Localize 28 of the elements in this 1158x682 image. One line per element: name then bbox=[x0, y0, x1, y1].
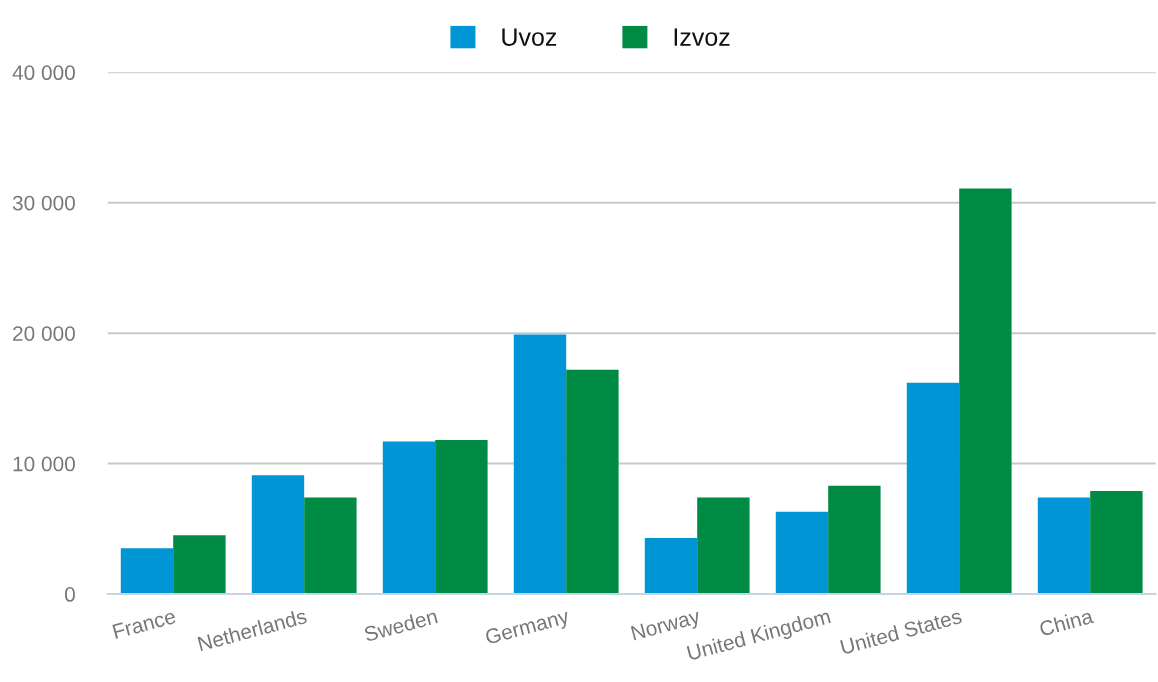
y-tick-label: 40 000 bbox=[12, 65, 75, 81]
bar bbox=[513, 334, 567, 595]
y-tick-label: 10 000 bbox=[13, 456, 75, 472]
y-tick-label: 0 bbox=[64, 587, 75, 602]
bar bbox=[1037, 497, 1091, 595]
bar bbox=[304, 497, 357, 595]
x-tick-label: Sweden bbox=[363, 608, 438, 642]
bar bbox=[435, 440, 488, 595]
x-tick-label: France bbox=[112, 608, 177, 640]
bar bbox=[697, 497, 750, 595]
bar bbox=[251, 475, 305, 595]
x-tick-label: United States bbox=[839, 608, 963, 655]
bar bbox=[959, 188, 1012, 595]
x-tick-label: Germany bbox=[484, 608, 572, 649]
bar bbox=[828, 485, 881, 595]
bar bbox=[775, 511, 829, 595]
legend-label: Izvoz bbox=[674, 28, 730, 46]
bar bbox=[906, 382, 960, 595]
y-tick-label: 20 000 bbox=[13, 326, 75, 341]
bar bbox=[382, 441, 436, 595]
bar bbox=[566, 369, 619, 595]
legend-label: Uvoz bbox=[502, 28, 557, 46]
bar bbox=[644, 537, 698, 595]
bar bbox=[173, 535, 226, 595]
bar bbox=[1090, 490, 1143, 595]
y-tick-label: 30 000 bbox=[12, 195, 75, 211]
x-tick-label: China bbox=[1038, 607, 1095, 637]
bar bbox=[120, 548, 174, 595]
